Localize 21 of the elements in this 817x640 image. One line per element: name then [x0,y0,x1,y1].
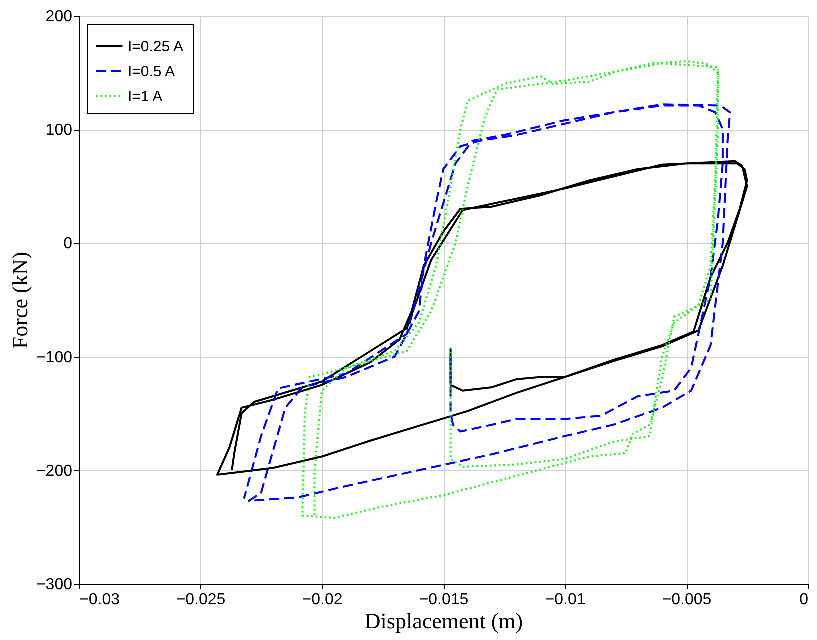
y-tick-label: 100 [46,122,73,140]
x-tick-label: −0.03 [80,592,120,608]
x-tick-label: −0.01 [545,592,586,608]
line-series [302,60,720,520]
y-tick-label: −100 [36,349,73,366]
x-tick-label: −0.005 [662,592,712,608]
line-series [216,160,748,476]
y-tick-label: −300 [36,576,73,594]
x-axis-title: Displacement (m) [364,608,524,634]
line-series [243,104,732,502]
x-tick-label: −0.025 [176,592,226,608]
y-tick-label: 0 [64,236,73,253]
y-tick-label: −200 [36,462,73,480]
y-tick-label: 200 [46,8,73,26]
x-tick-label: 0 [800,592,809,608]
legend-label: I=1 A [128,88,163,106]
y-axis-title: Force (kN) [7,252,32,350]
x-tick-label: −0.02 [302,592,343,608]
legend-label: I=0.5 A [128,64,176,80]
legend-label: I=0.25 A [128,38,184,56]
x-tick-label: −0.015 [419,592,469,608]
